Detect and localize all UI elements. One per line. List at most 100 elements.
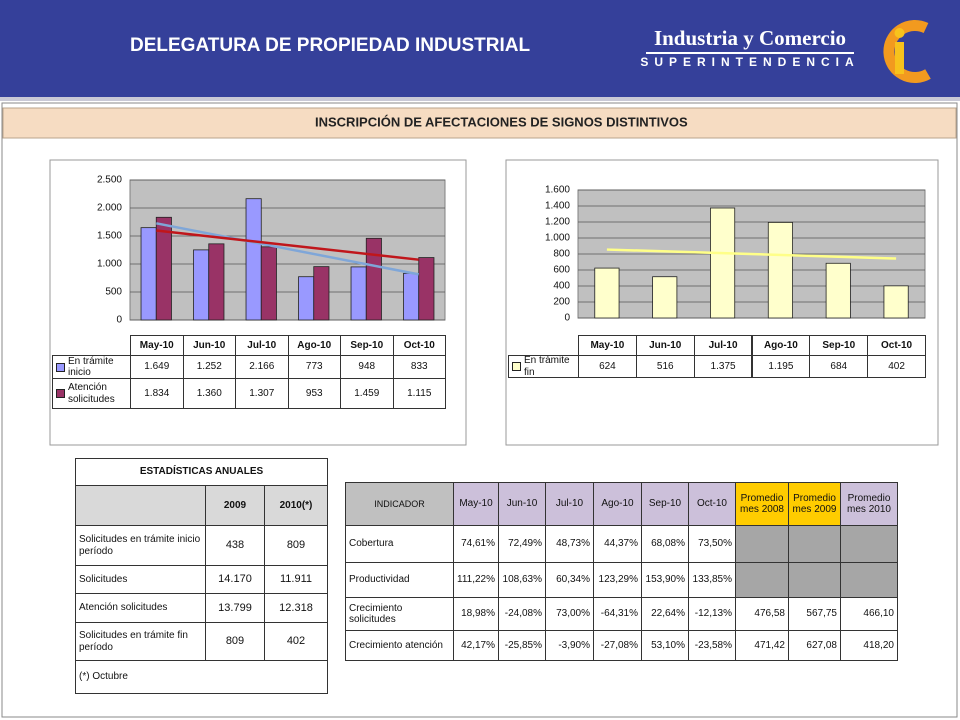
cell-text: 1.649 xyxy=(144,361,170,373)
data-label: 953 xyxy=(287,378,341,409)
cell-text: Sep-10 xyxy=(350,339,384,351)
table-cell: 133,85% xyxy=(688,562,736,598)
cell-text: Jul-10 xyxy=(247,339,277,351)
cell-text: Solicitudes en trámite inicio período xyxy=(79,534,201,557)
table-cell: 111,22% xyxy=(453,562,499,598)
y-tick-label: 400 xyxy=(553,281,570,292)
table-cell: -12,13% xyxy=(688,597,736,631)
logo-rule xyxy=(646,52,854,54)
table-cell: Solicitudes en trámite fin período xyxy=(75,622,206,661)
table-cell: 48,73% xyxy=(545,525,594,563)
bar xyxy=(298,276,315,321)
table-cell: 13.799 xyxy=(205,593,265,623)
table-cell: Solicitudes xyxy=(75,565,206,594)
cell-text: 624 xyxy=(599,360,616,372)
cell-text: 418,20 xyxy=(863,639,894,651)
table-cell: 44,37% xyxy=(593,525,642,563)
bar xyxy=(883,285,909,319)
data-label: 773 xyxy=(287,355,341,379)
cell-text: 108,63% xyxy=(502,574,542,586)
cell-text: 153,90% xyxy=(645,574,685,586)
table-cell: 627,08 xyxy=(788,630,841,661)
y-tick-label: 800 xyxy=(553,249,570,260)
cell-text: 123,29% xyxy=(598,574,638,586)
table-cell: Solicitudes en trámite inicio período xyxy=(75,525,206,566)
trend-line xyxy=(156,229,419,261)
empty-cell xyxy=(788,525,841,563)
cell-text: Jun-10 xyxy=(649,339,682,351)
table-cell: 809 xyxy=(264,525,328,566)
table-cell: Productividad xyxy=(345,562,454,598)
column-header: 2010(*) xyxy=(264,485,328,526)
table-cell: 809 xyxy=(205,622,265,661)
legend-entry: En trámite fin xyxy=(508,355,579,378)
table-cell: 60,34% xyxy=(545,562,594,598)
bar xyxy=(208,243,225,321)
cell-text: 60,34% xyxy=(556,574,590,586)
x-tick-label: Sep-10 xyxy=(340,335,394,356)
table-cell: 476,58 xyxy=(735,597,789,631)
table-cell: Cobertura xyxy=(345,525,454,563)
table-cell: 68,08% xyxy=(641,525,689,563)
bar xyxy=(767,221,793,319)
cell-text: Promedio mes 2008 xyxy=(740,492,784,516)
cell-text: Productividad xyxy=(349,574,410,586)
legend-swatch xyxy=(56,389,65,398)
panel-title: INSCRIPCIÓN DE AFECTACIONES DE SIGNOS DI… xyxy=(315,114,688,129)
footnote: (*) Octubre xyxy=(75,660,328,694)
y-tick-label: 2.000 xyxy=(97,203,122,214)
cell-text: INDICADOR xyxy=(374,498,425,509)
table-cell: 438 xyxy=(205,525,265,566)
cell-text: -23,58% xyxy=(694,639,732,651)
bar xyxy=(260,246,277,321)
table-cell: 123,29% xyxy=(593,562,642,598)
logo-c xyxy=(883,20,931,83)
cell-text: Solicitudes en trámite fin período xyxy=(79,630,188,653)
column-header: Oct-10 xyxy=(688,482,736,526)
column-header: Promedio mes 2008 xyxy=(735,482,789,526)
data-label: 833 xyxy=(392,355,446,379)
column-header: Jul-10 xyxy=(545,482,594,526)
table-cell: 466,10 xyxy=(840,597,898,631)
cell-text: Sep-10 xyxy=(822,339,856,351)
cell-text: 12.318 xyxy=(279,601,313,614)
cell-text: -25,85% xyxy=(504,639,542,651)
bar xyxy=(825,262,851,319)
empty-cell xyxy=(840,562,898,598)
cell-text: Atención solicitudes xyxy=(79,602,168,614)
cell-text: 11.911 xyxy=(279,573,312,586)
empty-cell xyxy=(735,525,789,563)
cell-text: 438 xyxy=(225,539,245,552)
cell-text: Jun-10 xyxy=(506,498,538,510)
data-label: 402 xyxy=(867,355,926,378)
legend-label: En trámite fin xyxy=(524,355,570,378)
column-header: Sep-10 xyxy=(641,482,689,526)
x-tick-label: Jun-10 xyxy=(182,335,236,356)
x-tick-label: Ago-10 xyxy=(751,335,811,356)
table-cell: 418,20 xyxy=(840,630,898,661)
y-tick-label: 1.000 xyxy=(97,259,122,270)
cell-text: 1.252 xyxy=(196,361,222,373)
table-cell: -3,90% xyxy=(545,630,594,661)
column-header: Promedio mes 2009 xyxy=(788,482,841,526)
y-tick-label: 2.500 xyxy=(97,175,122,186)
table-cell: Atención solicitudes xyxy=(75,593,206,623)
column-header: Promedio mes 2010 xyxy=(840,482,898,526)
table-cell: 153,90% xyxy=(641,562,689,598)
table-cell: 72,49% xyxy=(498,525,546,563)
cell-text: 68,08% xyxy=(651,538,685,550)
cell-text: -12,13% xyxy=(694,608,732,620)
cell-text: 466,10 xyxy=(863,608,894,620)
cell-text: 1.459 xyxy=(354,387,380,399)
cell-text: -27,08% xyxy=(600,639,638,651)
cell-text: 809 xyxy=(225,635,245,648)
table-cell: -23,58% xyxy=(688,630,736,661)
table-cell: Crecimiento solicitudes xyxy=(345,597,454,631)
column-header: May-10 xyxy=(453,482,499,526)
bar xyxy=(245,198,262,321)
data-label: 1.115 xyxy=(392,378,446,409)
cell-text: 567,75 xyxy=(806,608,837,620)
cell-text: May-10 xyxy=(590,339,625,351)
cell-text: 476,58 xyxy=(754,608,785,620)
logo-i-dot xyxy=(894,28,905,38)
